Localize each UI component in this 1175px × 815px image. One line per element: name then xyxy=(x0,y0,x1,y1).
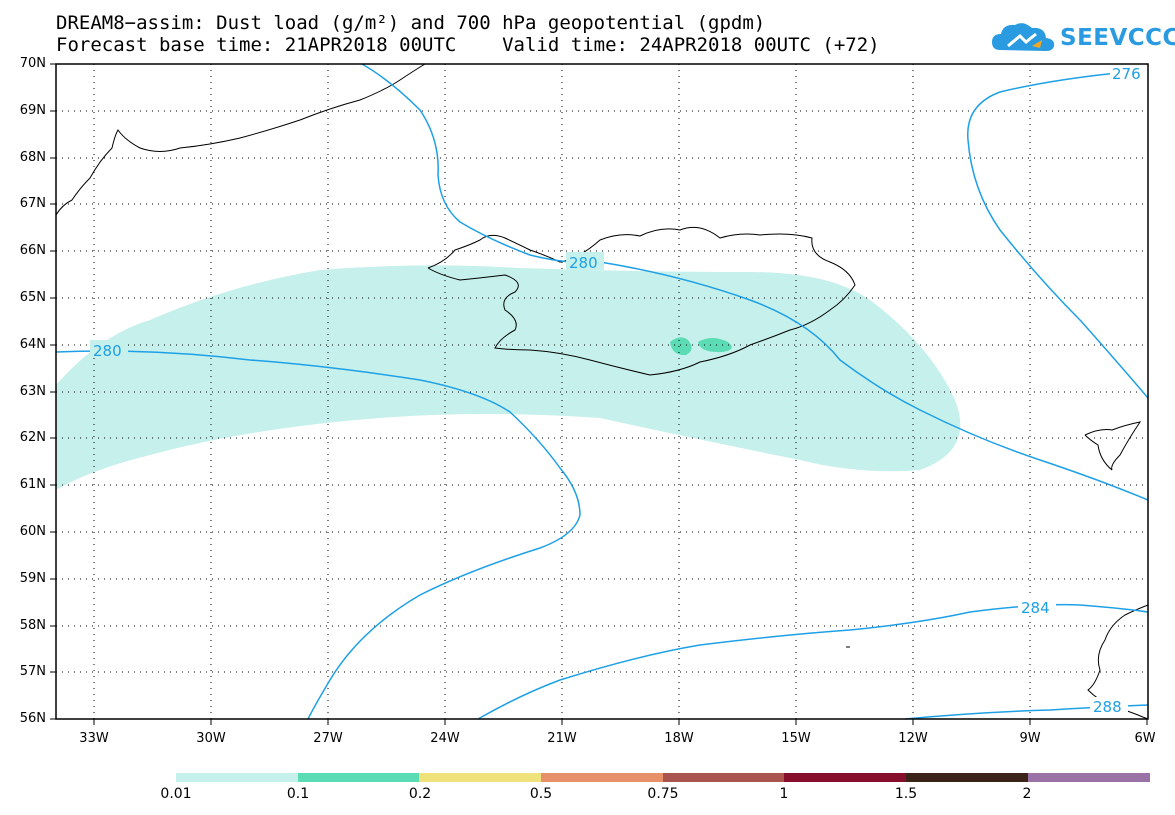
lat-label: 60N xyxy=(19,524,46,539)
contour-label-280-west: 280 xyxy=(93,342,122,360)
legend-label: 0.1 xyxy=(286,786,310,802)
lat-label: 65N xyxy=(19,290,46,305)
legend-swatch xyxy=(662,773,785,782)
contour-label-284: 284 xyxy=(1021,599,1050,617)
lon-label: 9W xyxy=(1019,731,1041,746)
logo-text: SEEVCCC xyxy=(1060,25,1175,51)
lon-label: 12W xyxy=(898,731,928,746)
legend-swatch xyxy=(176,773,298,782)
legend-swatch xyxy=(297,773,420,782)
cloud-icon xyxy=(992,23,1055,51)
lat-label: 68N xyxy=(19,150,46,165)
legend-label: 0.2 xyxy=(408,786,432,802)
contour-284 xyxy=(477,603,1149,720)
lon-label: 15W xyxy=(781,731,811,746)
seevccc-logo xyxy=(990,18,1160,58)
graticule xyxy=(56,64,1148,719)
lon-label: 6W xyxy=(1134,731,1156,746)
scotland-coast xyxy=(1087,604,1149,720)
lat-label: 67N xyxy=(19,196,46,211)
lat-label: 70N xyxy=(19,56,46,71)
legend-swatch xyxy=(541,773,663,782)
lon-label: 18W xyxy=(664,731,694,746)
forecast-time-subtitle: Forecast base time: 21APR2018 00UTC Vali… xyxy=(56,34,880,56)
legend-swatch xyxy=(906,773,1028,782)
lat-label: 59N xyxy=(19,571,46,586)
dust-area-mid-1 xyxy=(670,337,692,356)
legend-label: 0.75 xyxy=(647,786,679,802)
dust-area-low xyxy=(56,265,961,490)
lat-label: 66N xyxy=(19,243,46,258)
legend-label: 1.5 xyxy=(894,786,918,802)
legend-label: 1 xyxy=(779,786,789,802)
lon-label: 27W xyxy=(313,731,343,746)
lat-label: 61N xyxy=(19,477,46,492)
lat-label: 63N xyxy=(19,384,46,399)
legend-label: 2 xyxy=(1022,786,1032,802)
legend-label: 0.5 xyxy=(529,786,553,802)
lat-label: 57N xyxy=(19,664,46,679)
contour-label-280-north: 280 xyxy=(569,254,598,272)
contour-label-276: 276 xyxy=(1112,65,1141,83)
lon-label: 24W xyxy=(430,731,460,746)
lat-label: 58N xyxy=(19,618,46,633)
iceland-coast xyxy=(427,226,856,376)
map-title: DREAM8−assim: Dust load (g/m²) and 700 h… xyxy=(56,12,766,34)
contour-276 xyxy=(967,72,1149,399)
lat-label: 62N xyxy=(19,430,46,445)
lon-label: 21W xyxy=(547,731,577,746)
lat-label: 56N xyxy=(19,711,46,726)
lat-label: 69N xyxy=(19,103,46,118)
dust-area-mid-2 xyxy=(698,338,732,353)
faroe-coast xyxy=(1084,421,1142,471)
contour-280 xyxy=(55,350,581,720)
greenland-coast xyxy=(55,63,426,216)
contour-label-288: 288 xyxy=(1093,698,1122,716)
lon-label: 30W xyxy=(196,731,226,746)
legend-label: 0.01 xyxy=(160,786,192,802)
legend-swatch xyxy=(1027,773,1150,782)
legend-swatch xyxy=(419,773,542,782)
legend-swatch xyxy=(784,773,907,782)
lat-label: 64N xyxy=(19,337,46,352)
dust-legend-colorbar xyxy=(176,773,1150,782)
lon-label: 33W xyxy=(79,731,109,746)
contour-280-north xyxy=(361,63,1149,501)
coastlines xyxy=(55,63,1149,720)
